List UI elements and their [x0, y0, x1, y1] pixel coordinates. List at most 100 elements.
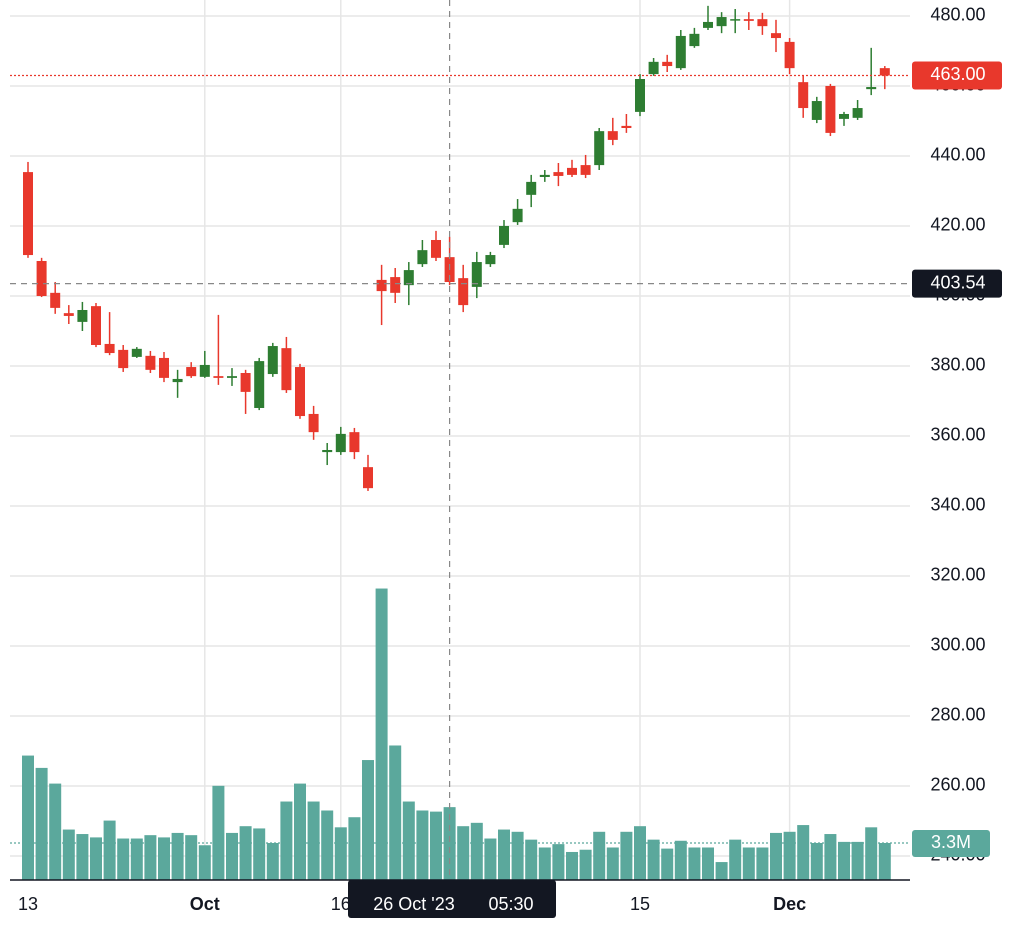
- candle-body: [499, 225, 509, 245]
- volume-bar: [579, 849, 592, 880]
- candle-body: [186, 367, 197, 377]
- volume-bar: [130, 838, 143, 880]
- volume-bar: [620, 831, 633, 880]
- y-tick-label: 260.00: [930, 775, 985, 795]
- crosshair-time-label: 05:30: [488, 894, 533, 914]
- candle-body: [771, 33, 781, 39]
- volume-bar: [552, 844, 565, 880]
- candle-body: [363, 467, 373, 489]
- candle-body: [267, 346, 278, 375]
- candle-body: [240, 372, 251, 392]
- candle-body: [716, 17, 727, 27]
- candle-body: [145, 355, 156, 370]
- volume-bar: [525, 839, 538, 880]
- candle-body: [36, 260, 47, 296]
- volume-bar: [430, 811, 442, 880]
- candle-body: [104, 343, 115, 354]
- candle-body: [567, 167, 577, 175]
- y-tick-label: 420.00: [930, 215, 985, 235]
- candle-body: [458, 278, 469, 306]
- candle-body: [580, 165, 591, 175]
- volume-bar: [185, 835, 198, 880]
- crosshair-date-label: 26 Oct '23: [373, 894, 454, 914]
- volume-bar: [198, 845, 211, 880]
- y-tick-label: 340.00: [930, 495, 985, 515]
- volume-bar: [334, 827, 347, 880]
- y-tick-label: 480.00: [930, 5, 985, 25]
- volume-bar: [634, 826, 646, 880]
- y-tick-label: 320.00: [930, 565, 985, 585]
- volume-bar: [389, 745, 402, 880]
- volume-bar: [756, 847, 769, 880]
- volume-bar: [824, 834, 837, 880]
- volume-bar: [158, 837, 170, 880]
- candle-body: [621, 125, 632, 128]
- volume-bar: [226, 832, 238, 880]
- volume-bar: [35, 767, 48, 880]
- volume-bar: [90, 837, 102, 880]
- candle-body: [703, 21, 713, 28]
- x-tick-label: 15: [630, 894, 650, 914]
- candle-body: [866, 87, 877, 90]
- candle-body: [757, 19, 768, 27]
- y-tick-label: 300.00: [930, 635, 985, 655]
- last-volume-label: 3.3M: [931, 832, 971, 852]
- x-tick-label: 13: [18, 894, 38, 914]
- candle-body: [594, 131, 605, 166]
- volume-bar: [362, 760, 374, 880]
- y-tick-label: 360.00: [930, 425, 985, 445]
- volume-bar: [674, 840, 687, 880]
- volume-bar: [212, 785, 225, 880]
- candle-body: [675, 35, 686, 69]
- volume-bar: [498, 829, 510, 880]
- candle-body: [825, 85, 836, 133]
- candle-body: [852, 108, 863, 118]
- volume-bar: [878, 843, 891, 880]
- last-volume-box: [912, 830, 990, 858]
- volume-bar: [770, 832, 782, 880]
- volume-bar: [294, 783, 306, 880]
- candle-body: [730, 19, 741, 21]
- y-tick-label: 440.00: [930, 145, 985, 165]
- candle-body: [349, 432, 360, 453]
- candle-body: [172, 378, 183, 383]
- volume-bar: [470, 822, 483, 880]
- candle-body: [879, 68, 890, 76]
- volume-bar: [416, 810, 429, 880]
- candle-body: [526, 181, 537, 195]
- volume-bar: [307, 801, 320, 880]
- volume-bar: [647, 839, 660, 880]
- volume-bar: [838, 841, 850, 880]
- volume-bar: [715, 862, 728, 880]
- candle-body: [662, 61, 673, 67]
- candle-body: [839, 113, 849, 119]
- candle-body: [743, 19, 754, 21]
- crosshair-price-label: 403.54: [930, 272, 985, 292]
- volume-bar: [239, 826, 252, 880]
- candle-body: [512, 208, 523, 223]
- candle-body: [91, 306, 101, 345]
- candle-body: [308, 413, 319, 433]
- candle-body: [159, 357, 169, 378]
- candle-body: [295, 367, 305, 417]
- x-tick-label: Dec: [773, 894, 806, 914]
- candle-body: [485, 255, 496, 265]
- volume-bar: [62, 829, 75, 880]
- candle-body: [798, 82, 809, 109]
- candle-body: [227, 376, 237, 378]
- volume-bar: [457, 826, 470, 880]
- volume-bar: [797, 825, 810, 880]
- crosshair-price-box: [912, 269, 1002, 298]
- candle-body: [376, 279, 387, 292]
- candle-body: [23, 172, 33, 256]
- candle-body: [199, 364, 210, 377]
- volume-bar: [22, 755, 34, 880]
- x-tick-label: Oct: [190, 894, 220, 914]
- volume-bar: [266, 843, 279, 880]
- candle-body: [50, 292, 61, 308]
- volume-bar: [321, 810, 334, 880]
- candle-body: [431, 239, 441, 258]
- volume-bar: [402, 801, 415, 880]
- candle-body: [539, 174, 550, 177]
